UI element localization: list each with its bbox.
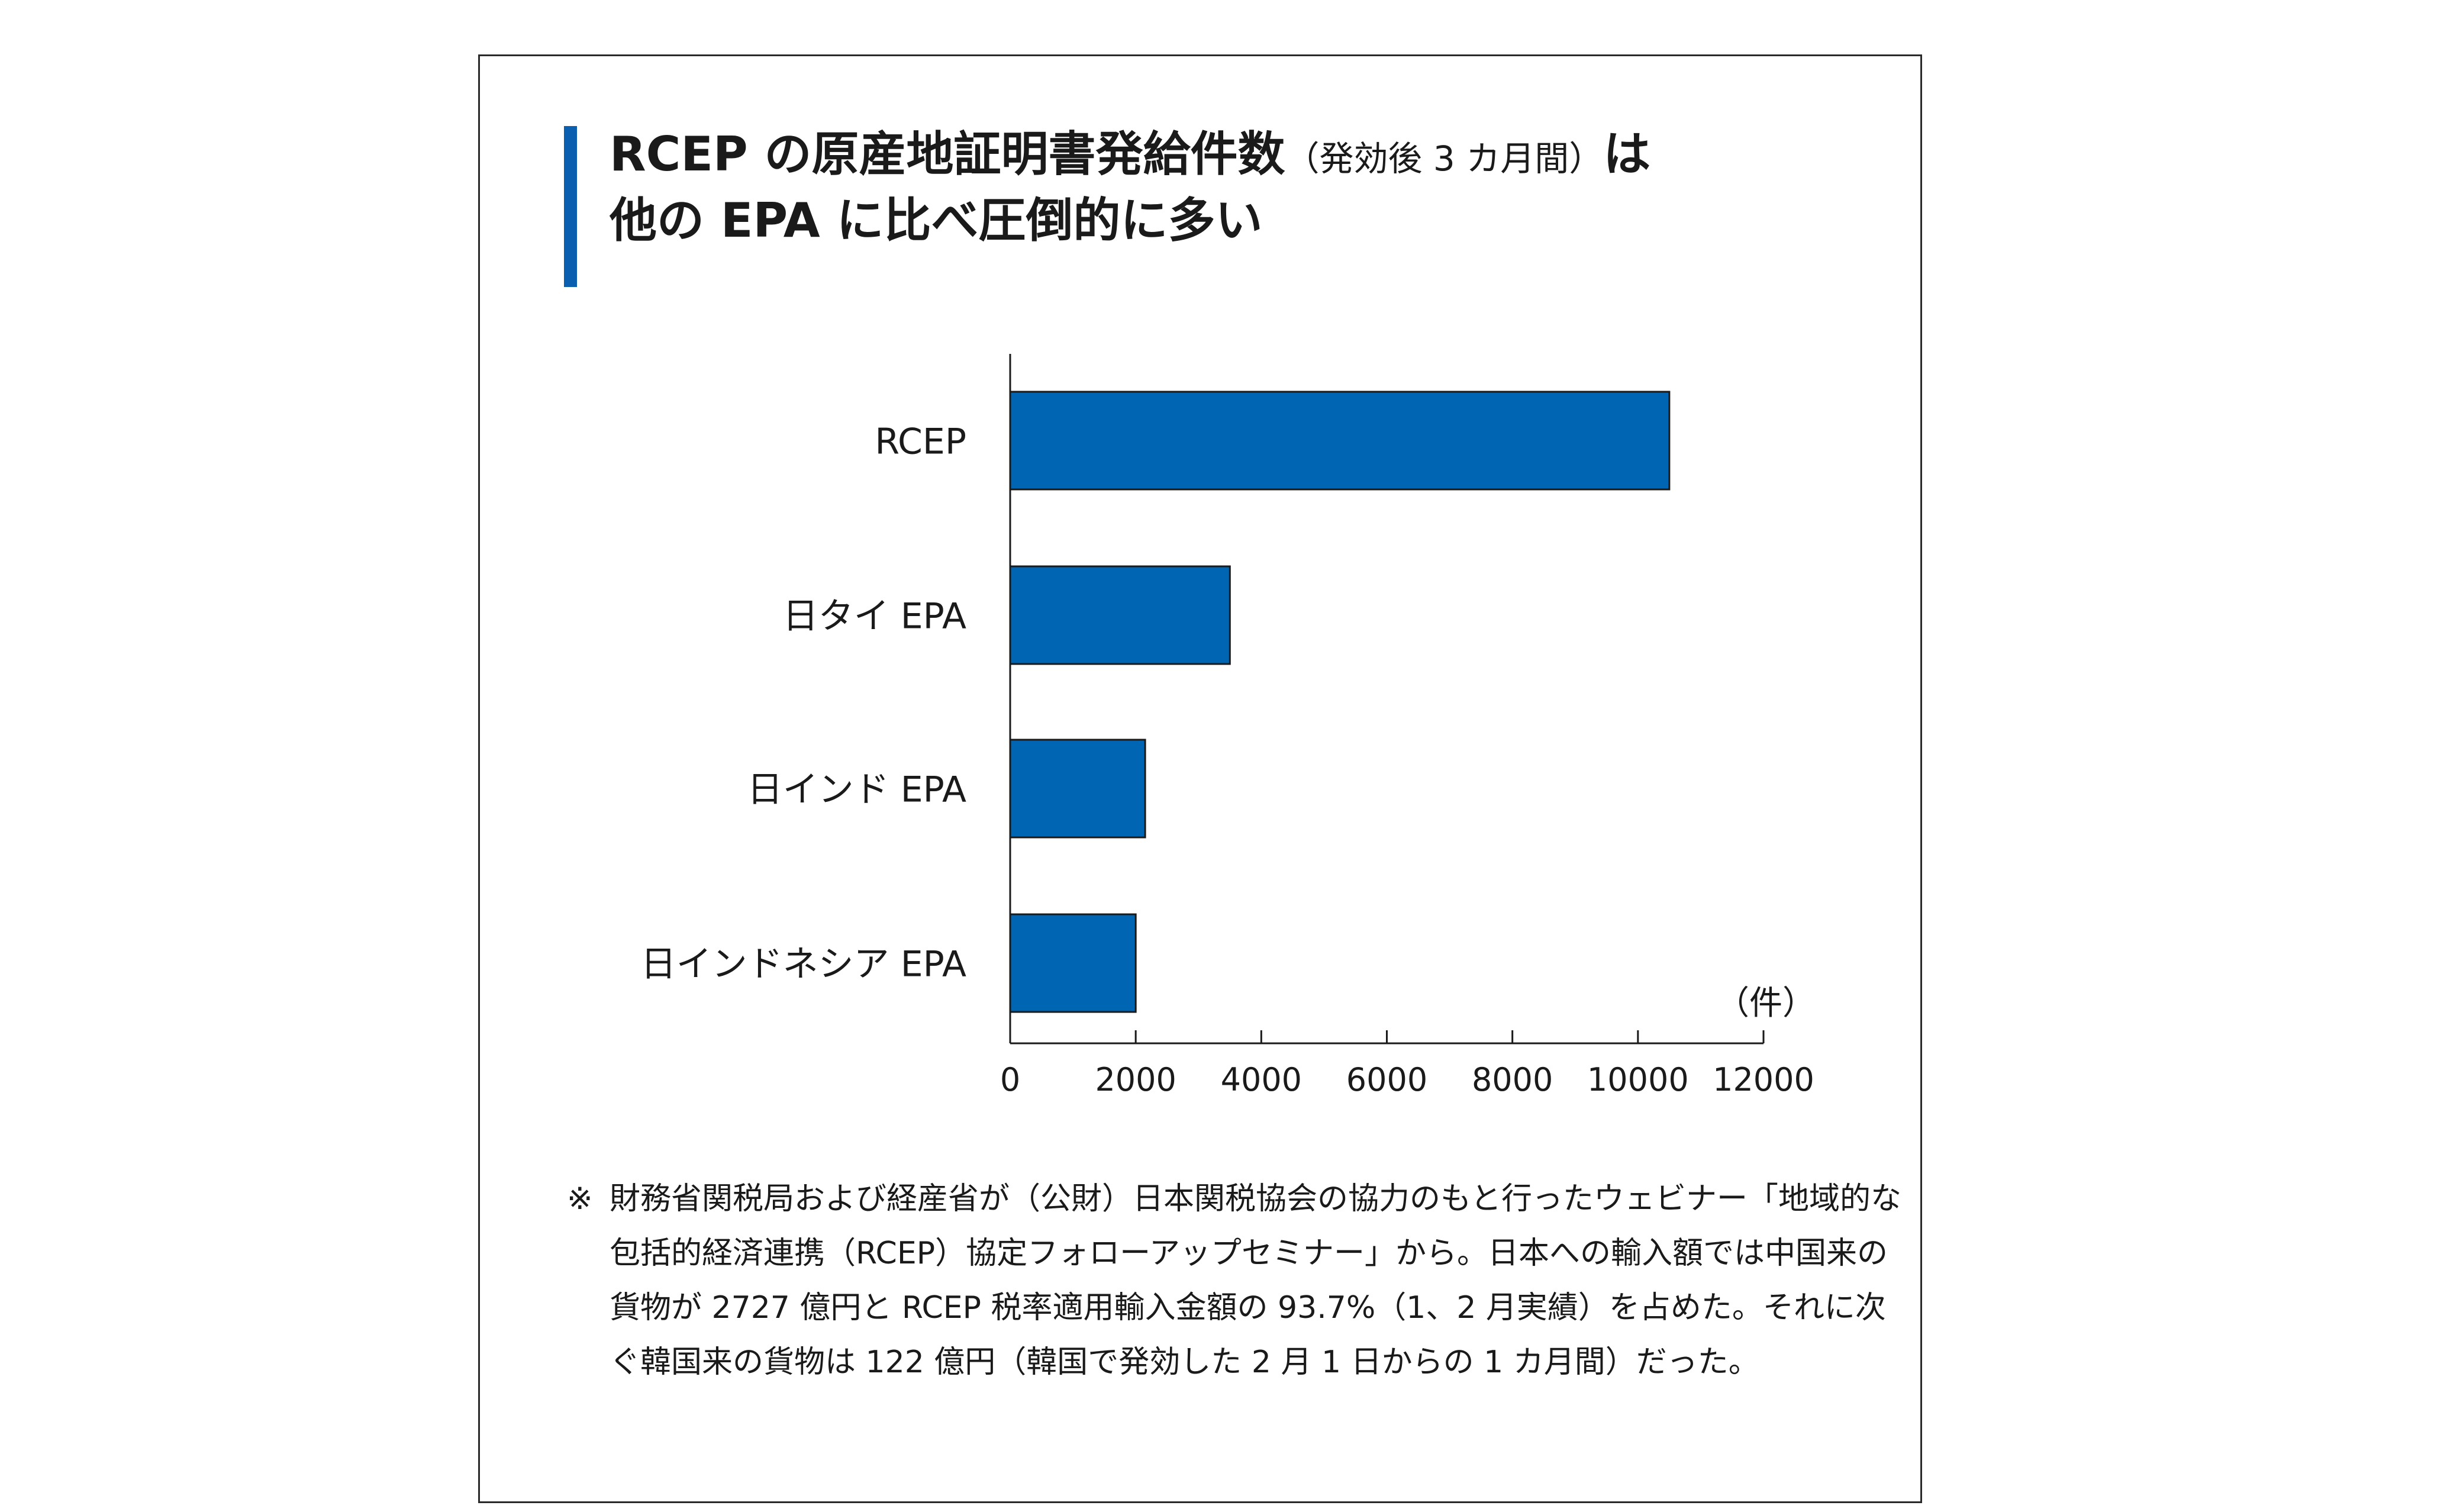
x-tick-label-1: 2000 — [1095, 1061, 1176, 1098]
unit-label: （件） — [1716, 984, 1816, 1023]
x-tick-label-6: 12000 — [1713, 1061, 1814, 1098]
category-label-2: 日インド EPA — [747, 769, 966, 811]
x-tick-label-3: 6000 — [1346, 1061, 1427, 1098]
category-label-3: 日インドネシア EPA — [641, 944, 966, 985]
figure-frame — [478, 54, 1922, 1503]
title-main-b: は — [1603, 127, 1651, 182]
title-line-1: RCEP の原産地証明書発給件数（発効後 3 カ月間）は — [610, 121, 1894, 188]
title-accent-bar — [564, 126, 577, 287]
title-line-2: 他の EPA に比べ圧倒的に多い — [610, 193, 1263, 248]
x-tick-label-0: 0 — [1000, 1061, 1020, 1098]
x-tick-label-5: 10000 — [1587, 1061, 1689, 1098]
bar-3 — [1009, 913, 1137, 1013]
category-label-1: 日タイ EPA — [783, 596, 966, 637]
title-parenthetical: （発効後 3 カ月間） — [1285, 138, 1604, 179]
title-main-a: RCEP の原産地証明書発給件数 — [610, 127, 1285, 182]
category-label-0: RCEP — [875, 421, 966, 463]
footnote-text: 財務省関税局および経産省が（公財）日本関税協会の協力のもと行ったウェビナー「地域… — [610, 1181, 1901, 1380]
bar-0 — [1009, 391, 1671, 491]
footnote-mark: ※ — [567, 1181, 593, 1217]
x-tick-label-4: 8000 — [1472, 1061, 1553, 1098]
bar-2 — [1009, 739, 1146, 839]
bar-1 — [1009, 565, 1231, 665]
footnote: ※ 財務省関税局および経産省が（公財）日本関税協会の協力のもと行ったウェビナー「… — [567, 1172, 1904, 1390]
chart-title: RCEP の原産地証明書発給件数（発効後 3 カ月間）は 他の EPA に比べ圧… — [610, 121, 1894, 254]
x-tick-label-2: 4000 — [1221, 1061, 1302, 1098]
